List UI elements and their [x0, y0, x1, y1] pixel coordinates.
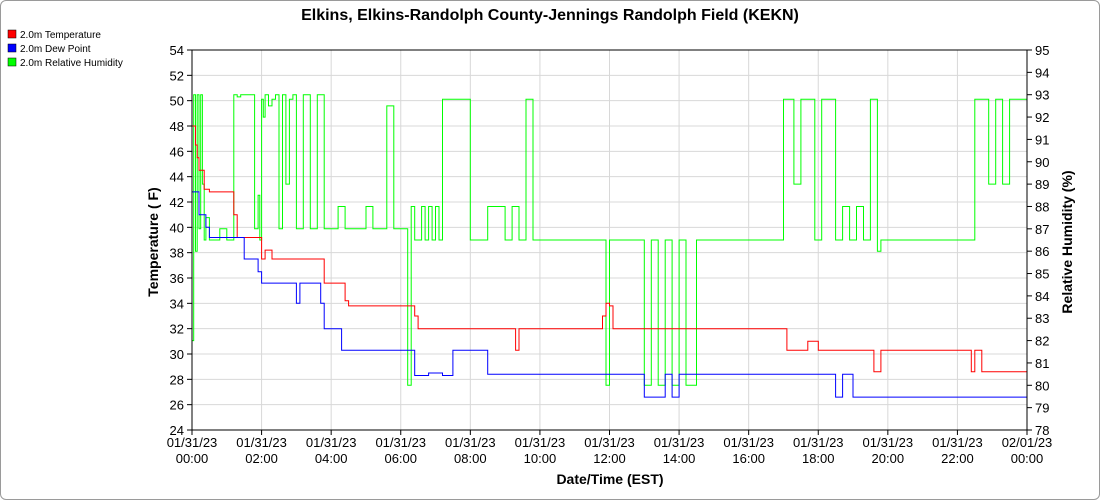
series-line-2-0m-relative-humidity	[192, 94, 1027, 386]
y-right-tick-label: 87	[1035, 222, 1049, 237]
x-axis-title: Date/Time (EST)	[556, 471, 663, 487]
y-right-tick-label: 86	[1035, 244, 1049, 259]
y-left-tick-label: 36	[170, 271, 184, 286]
legend-label: 2.0m Dew Point	[20, 44, 91, 55]
y-left-tick-label: 34	[170, 296, 184, 311]
y-right-tick-label: 81	[1035, 356, 1049, 371]
y-right-tick-label: 85	[1035, 267, 1049, 282]
y-left-tick-label: 40	[170, 220, 184, 235]
plot-border	[191, 49, 1028, 431]
y-left-tick-label: 38	[170, 246, 184, 261]
x-tick-date: 01/31/23	[723, 435, 774, 450]
axes	[187, 49, 1032, 435]
y-right-tick-label: 94	[1035, 65, 1049, 80]
x-tick-date: 01/31/23	[236, 435, 287, 450]
y-left-tick-label: 28	[170, 372, 184, 387]
legend-swatch	[7, 29, 17, 39]
y-right-tick-label: 84	[1035, 289, 1049, 304]
legend-swatch	[7, 43, 17, 53]
y-left-tick-label: 54	[170, 43, 184, 58]
y-right-tick-label: 93	[1035, 88, 1049, 103]
x-tick-date: 01/31/23	[863, 435, 914, 450]
legend-label: 2.0m Temperature	[20, 30, 101, 41]
x-tick-date: 01/31/23	[167, 435, 218, 450]
legend-swatch	[7, 57, 17, 67]
x-tick-date: 01/31/23	[793, 435, 844, 450]
y-left-tick-label: 46	[170, 144, 184, 159]
tick-labels: 24 26 28 30 32 34 36 38 40 42 44 46 48 50 52 54 78 79 80 81…	[167, 43, 1053, 466]
x-tick-time: 00:00	[1011, 451, 1044, 466]
x-tick-date: 01/31/23	[515, 435, 566, 450]
series-line-2-0m-dew-point	[192, 191, 1027, 398]
y-left-tick-label: 48	[170, 119, 184, 134]
y-right-tick-label: 78	[1035, 423, 1049, 438]
y-right-tick-label: 92	[1035, 110, 1049, 125]
x-tick-time: 08:00	[454, 451, 487, 466]
x-tick-time: 16:00	[732, 451, 765, 466]
y-left-tick-label: 50	[170, 94, 184, 109]
x-tick-date: 01/31/23	[375, 435, 426, 450]
y-right-tick-label: 91	[1035, 132, 1049, 147]
x-tick-time: 12:00	[593, 451, 626, 466]
y-left-tick-label: 44	[170, 170, 184, 185]
x-tick-date: 01/31/23	[654, 435, 705, 450]
series-line-2-0m-temperature	[192, 125, 1027, 373]
y-left-tick-label: 42	[170, 195, 184, 210]
y-right-tick-label: 95	[1035, 43, 1049, 58]
y-left-tick-label: 32	[170, 322, 184, 337]
y-right-tick-label: 80	[1035, 378, 1049, 393]
x-tick-date: 01/31/23	[584, 435, 635, 450]
y-axis-right-title: Relative Humidity (%)	[1059, 170, 1075, 313]
legend: 2.0m Temperature 2.0m Dew Point 2.0m Relat…	[7, 29, 123, 69]
y-left-tick-label: 26	[170, 398, 184, 413]
y-right-tick-label: 88	[1035, 199, 1049, 214]
y-left-tick-label: 24	[170, 423, 184, 438]
x-tick-date: 01/31/23	[445, 435, 496, 450]
x-tick-time: 10:00	[524, 451, 557, 466]
x-tick-time: 00:00	[176, 451, 209, 466]
x-tick-date: 01/31/23	[932, 435, 983, 450]
legend-label: 2.0m Relative Humidity	[20, 58, 123, 69]
x-tick-date: 01/31/23	[306, 435, 357, 450]
x-tick-time: 14:00	[663, 451, 696, 466]
y-right-tick-label: 90	[1035, 155, 1049, 170]
x-tick-time: 02:00	[245, 451, 278, 466]
chart-title: Elkins, Elkins-Randolph County-Jennings …	[301, 7, 799, 24]
x-tick-time: 18:00	[802, 451, 835, 466]
x-tick-time: 06:00	[384, 451, 417, 466]
x-tick-date: 02/01/23	[1002, 435, 1053, 450]
series-layer	[192, 94, 1027, 398]
y-left-tick-label: 30	[170, 347, 184, 362]
x-tick-time: 04:00	[315, 451, 348, 466]
y-right-tick-label: 79	[1035, 401, 1049, 416]
y-right-tick-label: 89	[1035, 177, 1049, 192]
y-right-tick-label: 83	[1035, 311, 1049, 326]
x-tick-time: 22:00	[941, 451, 974, 466]
y-axis-left-title: Temperature ( F)	[145, 187, 161, 296]
y-left-tick-label: 52	[170, 68, 184, 83]
y-right-tick-label: 82	[1035, 334, 1049, 349]
x-tick-time: 20:00	[872, 451, 905, 466]
